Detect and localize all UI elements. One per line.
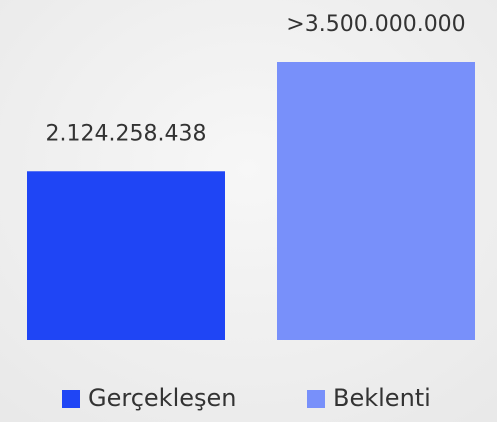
legend-swatch <box>62 390 80 408</box>
value-label: 2.124.258.438 <box>46 121 207 146</box>
legend-swatch <box>307 390 325 408</box>
value-label: >3.500.000.000 <box>286 12 465 37</box>
legend-label: Beklenti <box>333 384 431 412</box>
bar <box>277 62 475 340</box>
bar <box>27 171 225 340</box>
legend-label: Gerçekleşen <box>88 384 236 412</box>
